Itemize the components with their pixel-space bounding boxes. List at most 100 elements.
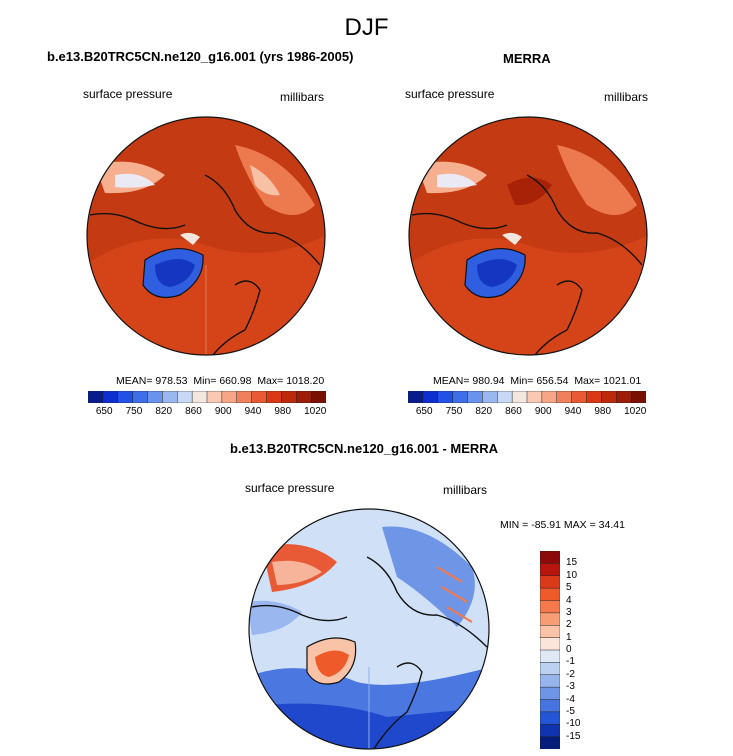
colorbar-tick-label: 1 bbox=[566, 631, 572, 643]
colorbar-swatch bbox=[206, 391, 223, 403]
panel-2-left-label: surface pressure bbox=[405, 87, 495, 101]
colorbar-tick-label: 900 bbox=[214, 406, 232, 417]
colorbar-tick-label: 0 bbox=[566, 644, 572, 655]
colorbar-swatch bbox=[117, 391, 134, 403]
colorbar-swatch bbox=[236, 391, 253, 403]
colorbar-tick-label: 820 bbox=[155, 406, 173, 417]
panel-2-title: MERRA bbox=[503, 51, 551, 66]
panel-1-colorbar-ticks: 650 750 820 860 900 940 980 1020 bbox=[88, 406, 327, 420]
colorbar-tick-label: 900 bbox=[534, 406, 552, 417]
panel-1-min-label: Min= bbox=[193, 375, 217, 387]
colorbar-swatch bbox=[630, 391, 646, 403]
colorbar-tick-label: 750 bbox=[445, 406, 463, 417]
colorbar-swatch bbox=[132, 391, 149, 403]
panel-2-map bbox=[408, 116, 648, 356]
colorbar-swatch bbox=[586, 391, 602, 403]
panel-1-title: b.e13.B20TRC5CN.ne120_g16.001 (yrs 1986-… bbox=[47, 49, 354, 64]
colorbar-swatch bbox=[467, 391, 483, 403]
panel-3-max-value: 34.41 bbox=[598, 519, 625, 531]
colorbar-swatch bbox=[102, 391, 119, 403]
colorbar-swatch bbox=[296, 391, 312, 403]
colorbar-tick-label: 980 bbox=[594, 406, 612, 417]
panel-3-colorbar bbox=[540, 551, 560, 749]
panel-2-colorbar bbox=[408, 391, 646, 403]
panel-3-max-label: MAX = bbox=[563, 519, 596, 531]
colorbar-tick-label: -15 bbox=[566, 730, 581, 742]
colorbar-swatch bbox=[310, 391, 326, 403]
panel-2-mean-value: 980.94 bbox=[472, 375, 505, 387]
panel-2-mean-label: MEAN= bbox=[433, 375, 470, 387]
colorbar-tick-label: 1020 bbox=[624, 406, 647, 417]
colorbar-swatch bbox=[147, 391, 163, 403]
colorbar-tick-label: -2 bbox=[566, 668, 575, 680]
colorbar-tick-label: -1 bbox=[566, 656, 575, 668]
colorbar-tick-label: 1020 bbox=[304, 406, 327, 417]
colorbar-swatch bbox=[540, 587, 560, 602]
colorbar-swatch bbox=[540, 711, 560, 725]
colorbar-swatch bbox=[452, 391, 469, 403]
panel-2-right-label: millibars bbox=[604, 90, 649, 104]
panel-2-stats: MEAN= 980.94 Min= 656.54 Max= 1021.01 bbox=[433, 375, 641, 387]
colorbar-tick-label: 650 bbox=[415, 406, 433, 417]
colorbar-swatch bbox=[162, 391, 178, 403]
colorbar-swatch bbox=[540, 600, 560, 614]
panel-2-min-label: Min= bbox=[510, 375, 534, 387]
panel-1-max-label: Max= bbox=[257, 375, 284, 387]
colorbar-swatch bbox=[601, 391, 617, 403]
colorbar-tick-label: 10 bbox=[566, 569, 578, 581]
colorbar-tick-label: 820 bbox=[475, 406, 493, 417]
colorbar-swatch bbox=[571, 391, 588, 403]
colorbar-tick-label: 750 bbox=[125, 406, 143, 417]
colorbar-tick-label: -4 bbox=[566, 693, 575, 705]
colorbar-swatch bbox=[540, 551, 560, 564]
colorbar-swatch bbox=[437, 391, 454, 403]
panel-3-right-label: millibars bbox=[443, 483, 488, 497]
panel-1-max-value: 1018.20 bbox=[286, 375, 325, 387]
colorbar-tick-label: 4 bbox=[566, 594, 572, 606]
colorbar-tick-label: 3 bbox=[566, 606, 572, 618]
colorbar-swatch bbox=[616, 391, 632, 403]
colorbar-swatch bbox=[540, 575, 560, 589]
colorbar-swatch bbox=[497, 391, 513, 403]
colorbar-swatch bbox=[281, 391, 297, 403]
colorbar-swatch bbox=[408, 391, 424, 403]
panel-3-min-label: MIN = bbox=[500, 519, 529, 531]
panel-2-max-label: Max= bbox=[574, 375, 601, 387]
colorbar-tick-label: 2 bbox=[566, 619, 572, 631]
colorbar-tick-label: 980 bbox=[274, 406, 292, 417]
panel-1-right-label: millibars bbox=[280, 90, 325, 104]
panel-1-mean-value: 978.53 bbox=[155, 375, 188, 387]
panel-1-map bbox=[86, 116, 326, 356]
colorbar-swatch bbox=[482, 391, 498, 403]
panel-3-left-label: surface pressure bbox=[245, 481, 335, 495]
colorbar-swatch bbox=[191, 391, 208, 403]
colorbar-tick-label: 15 bbox=[566, 557, 578, 569]
colorbar-swatch bbox=[422, 391, 439, 403]
colorbar-swatch bbox=[540, 662, 560, 676]
colorbar-swatch bbox=[251, 391, 268, 403]
colorbar-swatch bbox=[177, 391, 193, 403]
panel-3-title: b.e13.B20TRC5CN.ne120_g16.001 - MERRA bbox=[230, 441, 499, 456]
colorbar-tick-label: 940 bbox=[564, 406, 582, 417]
panel-1-mean-label: MEAN= bbox=[116, 375, 153, 387]
colorbar-swatch bbox=[540, 686, 560, 701]
figure-title: DJF bbox=[344, 14, 389, 41]
panel-1-colorbar bbox=[88, 391, 326, 403]
panel-3-map bbox=[248, 508, 490, 750]
panel-3-stats: MIN = -85.91 MAX = 34.41 bbox=[500, 519, 625, 531]
colorbar-swatch bbox=[540, 724, 560, 738]
colorbar-tick-label: 650 bbox=[95, 406, 113, 417]
colorbar-swatch bbox=[526, 391, 543, 403]
colorbar-swatch bbox=[88, 391, 104, 403]
panel-2-colorbar-ticks: 650 750 820 860 900 940 980 1020 bbox=[408, 406, 647, 420]
colorbar-swatch bbox=[540, 699, 560, 713]
panel-1-left-label: surface pressure bbox=[83, 87, 173, 101]
colorbar-swatch bbox=[556, 391, 573, 403]
colorbar-swatch bbox=[540, 649, 560, 663]
panel-1-min-value: 660.98 bbox=[219, 375, 252, 387]
colorbar-tick-label: 5 bbox=[566, 582, 572, 594]
panel-2-min-value: 656.54 bbox=[536, 375, 569, 387]
panel-3-min-value: -85.91 bbox=[531, 519, 561, 531]
colorbar-swatch bbox=[540, 674, 560, 688]
colorbar-swatch bbox=[540, 736, 560, 749]
